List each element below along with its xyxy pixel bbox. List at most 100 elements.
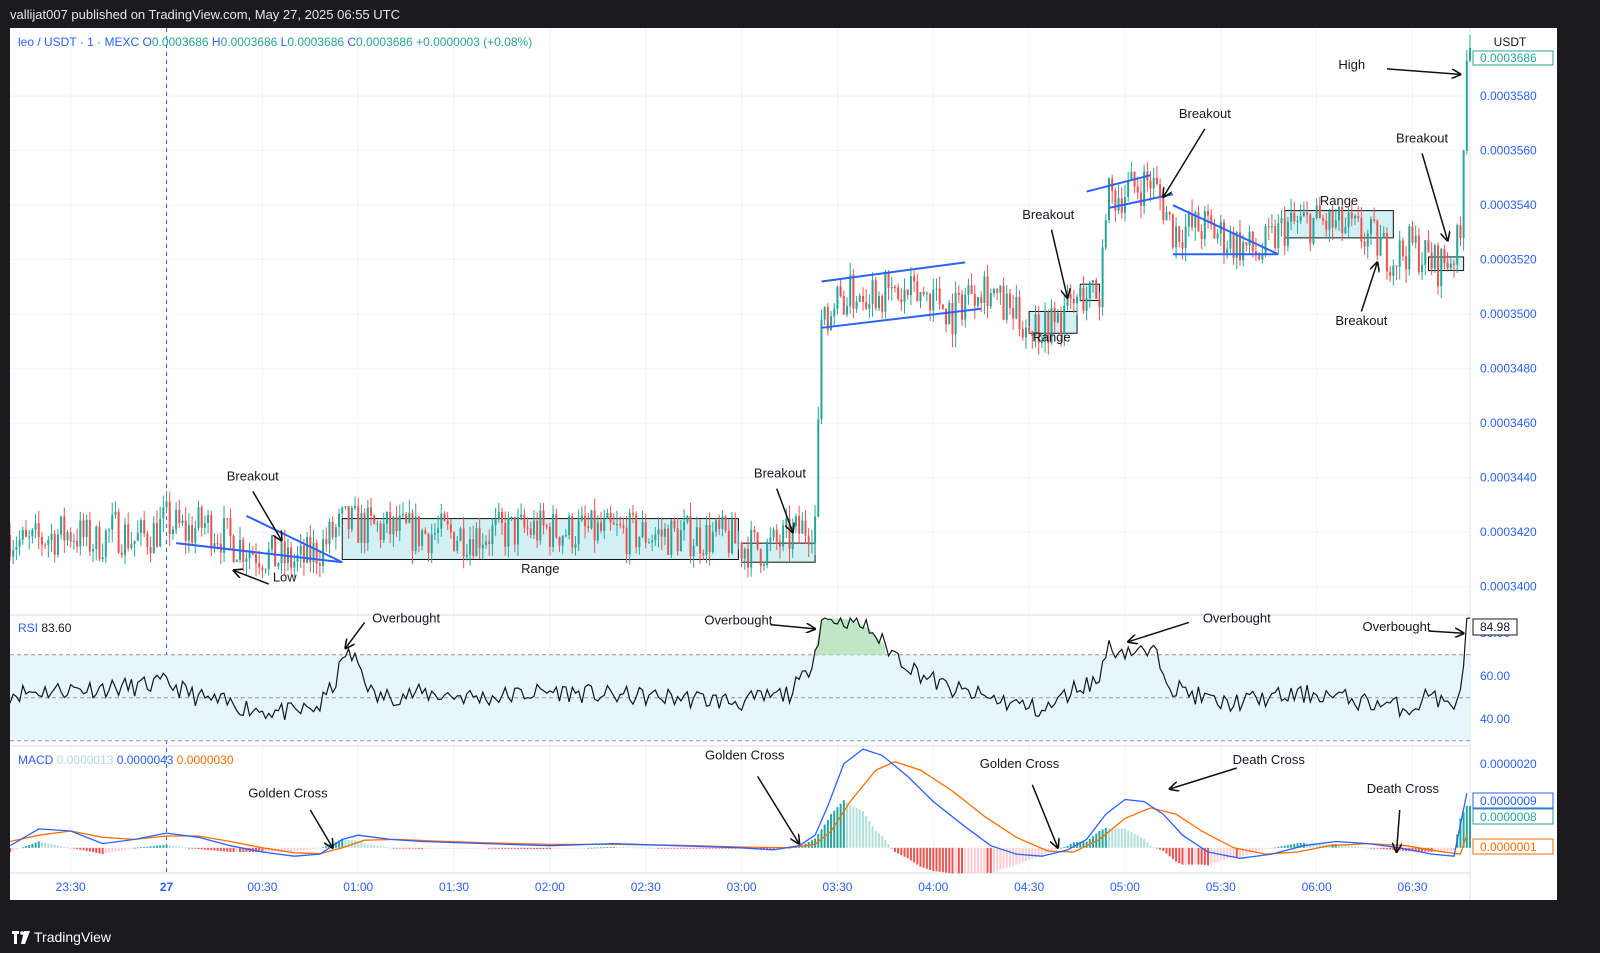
candle [232,534,235,564]
candle-body [1338,207,1341,221]
macd-histogram-bar [443,847,446,849]
macd-histogram-bar [1411,847,1414,852]
macd-histogram-bar [1462,812,1465,848]
macd-histogram-bar [584,847,587,849]
candle [309,524,312,572]
candle [1449,258,1452,271]
candle [274,535,277,567]
macd-histogram-bar [462,847,465,849]
candle [727,519,730,558]
candle [504,511,507,556]
candle-body [47,540,50,545]
time-tick-label: 27 [160,880,174,894]
candle [401,502,404,519]
candle [548,522,551,556]
candle [881,293,884,319]
candle [612,513,615,526]
candle [1430,242,1433,276]
candle [1299,203,1302,225]
macd-histogram-bar [1005,847,1008,868]
macd-histogram-bar [1117,828,1120,848]
candle [433,523,436,541]
macd-histogram-bar [699,847,702,849]
candle-body [740,542,743,559]
candle-body [1143,171,1146,206]
candle [1143,164,1146,214]
annotation-arrow [1170,767,1238,789]
candle-body [207,514,210,524]
candle-body [855,301,858,309]
macd-histogram-bar [552,847,555,849]
macd-histogram-bar [1453,847,1456,851]
candle-body [523,514,526,528]
chart-canvas[interactable]: Breakout Low Range Breakout Breakout Range Bre… [10,28,1557,900]
candle [1207,204,1210,229]
macd-histogram-bar [1040,847,1043,856]
candle [1411,220,1414,246]
footer: TradingView [0,922,1600,953]
candle [897,283,900,302]
macd-histogram-bar [1242,847,1245,856]
candle-body [1382,233,1385,238]
candle-body [1395,265,1398,267]
candle-body [616,524,619,526]
candle [1437,242,1440,295]
candle-body [1028,327,1031,332]
candle [1008,288,1011,315]
candle [1469,34,1471,63]
candle-body [548,526,551,547]
candle-body [411,512,414,551]
candle-body [807,535,810,545]
candle [871,272,874,317]
candle-body [430,534,433,554]
candle [1325,212,1328,237]
candle-body [433,532,436,535]
macd-histogram-bar [389,847,392,849]
candle [1187,210,1190,237]
candle [536,512,539,548]
candle-body [290,547,293,568]
macd-histogram-bar [1238,847,1241,858]
candle-body [453,532,456,551]
macd-histogram-bar [1152,847,1155,848]
macd-histogram-bar [63,846,66,848]
candle-body [861,295,864,302]
macd-histogram-bar [964,847,967,874]
candle [363,508,366,553]
candle-body [130,544,133,549]
candle-body [571,516,574,548]
candle [37,510,40,550]
candle-body [596,522,599,541]
ohlc-value: 0.0003686 [152,35,212,49]
candle-body [152,522,155,554]
macd-histogram-bar [1194,847,1197,865]
macd-histogram-bar [705,847,708,849]
macd-histogram-bar [181,846,184,848]
candle-body [223,518,226,553]
macd-histogram-bar [1200,847,1203,865]
macd-histogram-bar [798,846,801,848]
annotation-arrow [1050,229,1067,298]
macd-histogram-bar [424,847,427,849]
candle-body [1162,197,1165,221]
macd-histogram-bar [143,846,146,848]
macd-histogram-bar [842,800,845,848]
candle [1414,225,1417,249]
annotation-arrow [1428,631,1463,633]
time-tick-label: 05:00 [1110,880,1140,894]
candle-body [1411,226,1414,243]
macd-histogram-bar [66,847,69,848]
candle-body [977,297,980,306]
trendline [821,307,982,329]
candle [925,291,928,302]
macd-histogram-bar [568,847,571,849]
macd-histogram-bar [1111,828,1114,848]
candle-body [826,307,829,331]
macd-histogram-bar [168,845,171,848]
candle-body [494,518,497,526]
macd-histogram-bar [1187,847,1190,865]
candle [539,502,542,545]
macd-histogram-bar [1168,847,1171,857]
candle [651,534,654,552]
candle-body [309,536,312,563]
